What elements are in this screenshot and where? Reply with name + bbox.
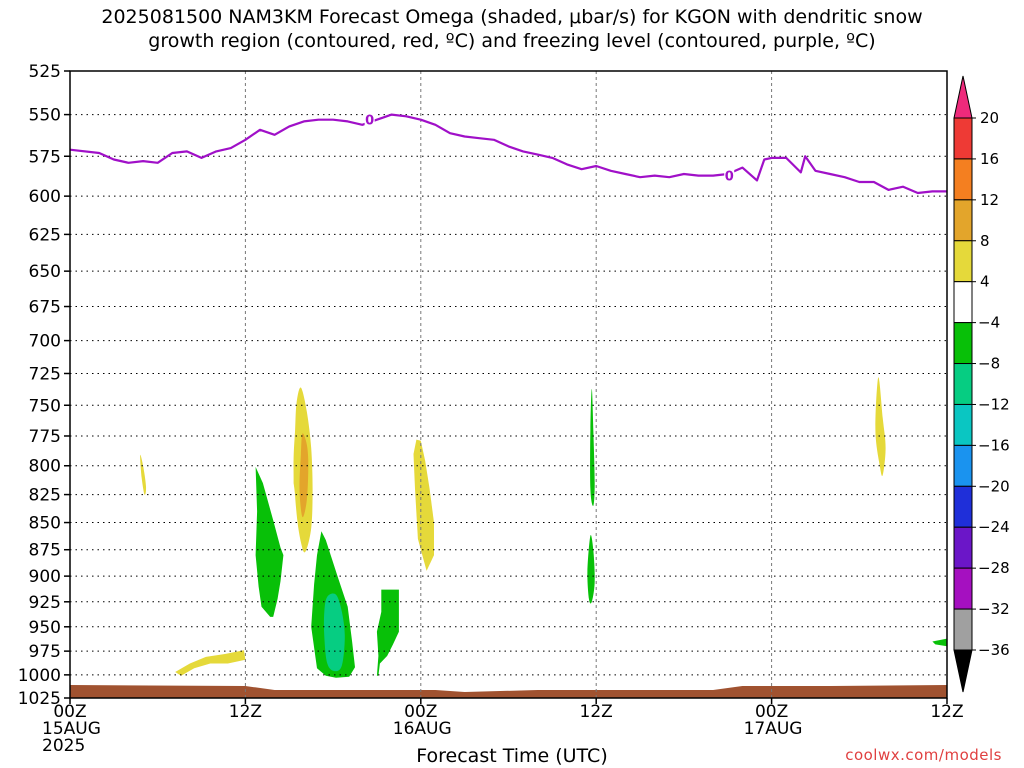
omega-region-11 [587, 534, 595, 604]
omega-region-9 [376, 589, 399, 676]
x-tick-label-0-0: 00Z [53, 702, 87, 722]
y-tick-label-800: 800 [29, 457, 61, 477]
colorbar-label-6: −8 [978, 355, 1000, 373]
surface-terrain-layer [70, 685, 947, 698]
colorbar: 20 16 12 8 4 −4 −8 −12 −16 −20 −24 −28 −32 −36 [953, 75, 1010, 693]
y-tick-label-575: 575 [29, 147, 61, 167]
x-tick-label-4-0: 00Z [754, 702, 789, 722]
plot-frame [69, 70, 948, 699]
y-tick-label-550: 550 [29, 106, 61, 126]
chart-title-line2: growth region (contoured, red, ºC) and f… [148, 30, 876, 52]
omega-shading-layer [140, 377, 947, 678]
colorbar-segment-7 [953, 403, 973, 446]
y-tick-label-825: 825 [29, 486, 61, 506]
x-tick-label-2-1: 16AUG [392, 719, 452, 739]
colorbar-segment-5 [953, 322, 973, 365]
grid-layer [70, 71, 947, 698]
colorbar-label-5: −4 [978, 314, 1000, 332]
x-tick-label-0-2: 2025 [42, 736, 86, 756]
omega-region-4 [875, 377, 886, 476]
freezing-level-label-0: 0 [365, 114, 374, 129]
x-tick-label-4-1: 17AUG [743, 719, 803, 739]
colorbar-segment-8 [953, 444, 973, 487]
surface-terrain [70, 685, 947, 698]
contour-layer: 00 [69, 111, 947, 195]
x-axis [69, 698, 948, 704]
colorbar-label-3: 8 [980, 232, 990, 250]
omega-region-1 [175, 650, 246, 676]
colorbar-top-arrow [953, 75, 973, 119]
y-tick-label-700: 700 [29, 332, 61, 352]
y-tick-label-600: 600 [29, 187, 61, 207]
omega-region-0 [140, 454, 147, 495]
freezing-label-bg-1 [724, 167, 735, 182]
x-tick-label-3-0: 12Z [579, 702, 613, 722]
x-tick-label-2-0: 00Z [404, 702, 438, 722]
colorbar-label-4: 4 [980, 273, 990, 291]
y-tick-label-625: 625 [29, 225, 61, 245]
colorbar-segment-9 [953, 485, 973, 528]
omega-region-13 [323, 593, 345, 672]
colorbar-label-8: −16 [978, 436, 1010, 454]
freezing-level-label-1: 0 [725, 170, 734, 185]
y-tick-label-950: 950 [29, 618, 61, 638]
y-tick-label-1000: 1000 [18, 666, 61, 686]
colorbar-label-11: −28 [978, 559, 1010, 577]
x-axis-title: Forecast Time (UTC) [416, 745, 608, 767]
colorbar-label-12: −32 [978, 600, 1010, 618]
x-tick-label-1-0: 12Z [228, 702, 263, 722]
chart-title-line1: 2025081500 NAM3KM Forecast Omega (shaded… [101, 6, 923, 28]
colorbar-label-7: −12 [978, 395, 1010, 413]
colorbar-label-10: −24 [978, 518, 1010, 536]
y-tick-label-1025: 1025 [18, 689, 61, 709]
colorbar-label-9: −20 [978, 477, 1010, 495]
colorbar-label-13: −36 [978, 641, 1010, 659]
y-tick-label-775: 775 [29, 427, 61, 447]
freezing-label-bg-0 [364, 111, 375, 126]
x-tick-label-5-0: 12Z [930, 702, 964, 722]
colorbar-segment-6 [953, 363, 973, 405]
colorbar-label-1: 16 [980, 150, 999, 168]
y-tick-label-650: 650 [29, 262, 61, 282]
y-tick-label-725: 725 [29, 364, 61, 384]
y-tick-label-525: 525 [29, 62, 61, 82]
y-tick-label-675: 675 [29, 298, 61, 318]
credit-link[interactable]: coolwx.com/models [845, 746, 1002, 764]
omega-region-12 [932, 638, 947, 647]
y-tick-label-875: 875 [29, 541, 61, 561]
colorbar-segment-4 [953, 281, 973, 324]
colorbar-segment-3 [953, 240, 973, 283]
y-tick-label-975: 975 [29, 642, 61, 662]
colorbar-segment-10 [953, 526, 973, 569]
y-tick-label-850: 850 [29, 514, 61, 534]
y-tick-label-750: 750 [29, 396, 61, 416]
freezing-level-line [69, 113, 947, 195]
x-tick-label-0-1: 15AUG [42, 719, 101, 739]
y-tick-label-900: 900 [29, 567, 61, 587]
colorbar-segment-11 [953, 567, 973, 610]
y-axis: 525 550 575 600 625 650 675 700 725 750 775 800 825 8… [18, 62, 70, 709]
omega-region-7 [255, 466, 284, 617]
colorbar-segment-1 [953, 158, 973, 201]
colorbar-bottom-arrow [953, 649, 973, 693]
colorbar-segment-12 [953, 608, 973, 651]
colorbar-label-0: 20 [980, 109, 999, 127]
y-tick-label-925: 925 [29, 593, 61, 613]
colorbar-label-2: 12 [980, 191, 999, 209]
colorbar-segment-2 [953, 199, 973, 242]
omega-region-6 [299, 433, 309, 518]
colorbar-segment-0 [953, 117, 973, 160]
omega-region-10 [590, 388, 595, 506]
omega-region-3 [413, 439, 434, 571]
